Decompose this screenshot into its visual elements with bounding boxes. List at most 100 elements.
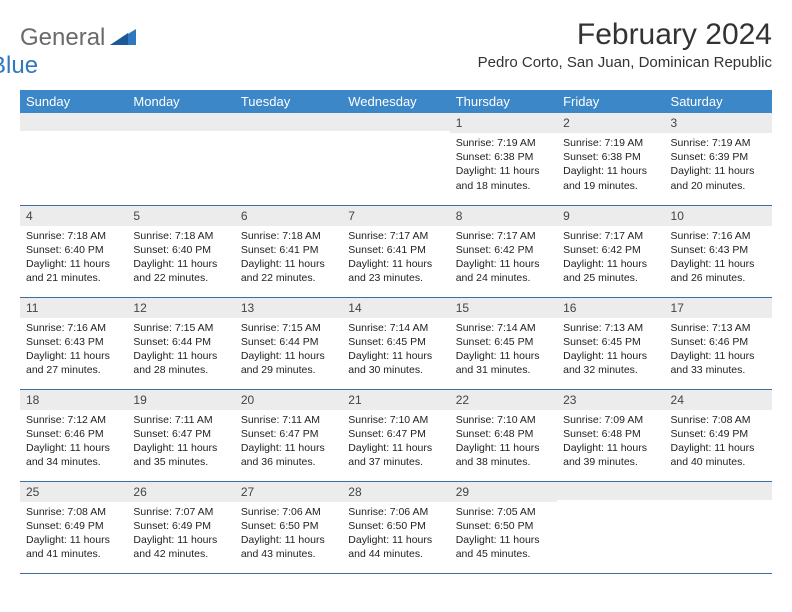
- daylight-line: Daylight: 11 hours and 43 minutes.: [241, 534, 325, 560]
- sunrise-line: Sunrise: 7:17 AM: [563, 230, 643, 242]
- sunset-line: Sunset: 6:42 PM: [456, 244, 534, 256]
- day-content: Sunrise: 7:07 AMSunset: 6:49 PMDaylight:…: [127, 502, 234, 567]
- daylight-line: Daylight: 11 hours and 38 minutes.: [456, 442, 540, 468]
- day-number: 12: [127, 298, 234, 318]
- calendar-day-cell: 9Sunrise: 7:17 AMSunset: 6:42 PMDaylight…: [557, 205, 664, 297]
- calendar-day-cell: 21Sunrise: 7:10 AMSunset: 6:47 PMDayligh…: [342, 389, 449, 481]
- sunset-line: Sunset: 6:45 PM: [563, 336, 641, 348]
- daylight-line: Daylight: 11 hours and 44 minutes.: [348, 534, 432, 560]
- calendar-day-cell: 19Sunrise: 7:11 AMSunset: 6:47 PMDayligh…: [127, 389, 234, 481]
- day-content: Sunrise: 7:15 AMSunset: 6:44 PMDaylight:…: [235, 318, 342, 383]
- calendar-day-cell: 23Sunrise: 7:09 AMSunset: 6:48 PMDayligh…: [557, 389, 664, 481]
- day-content: [127, 131, 234, 139]
- sunrise-line: Sunrise: 7:15 AM: [241, 322, 321, 334]
- calendar-empty-cell: [127, 113, 234, 205]
- sunset-line: Sunset: 6:47 PM: [348, 428, 426, 440]
- header: General Blue February 2024 Pedro Corto, …: [20, 18, 772, 80]
- daylight-line: Daylight: 11 hours and 37 minutes.: [348, 442, 432, 468]
- day-number: 6: [235, 206, 342, 226]
- day-number: 7: [342, 206, 449, 226]
- daylight-line: Daylight: 11 hours and 21 minutes.: [26, 258, 110, 284]
- calendar-day-cell: 11Sunrise: 7:16 AMSunset: 6:43 PMDayligh…: [20, 297, 127, 389]
- calendar-empty-cell: [342, 113, 449, 205]
- day-content: Sunrise: 7:08 AM Sunset: 6:49 PM Daylight:…: [20, 502, 127, 567]
- day-content: Sunrise: 7:16 AMSunset: 6:43 PMDaylight:…: [665, 226, 772, 291]
- sunrise-line: Sunrise: 7:16 AM: [26, 322, 106, 334]
- sunrise-line: Sunrise: 7:18 AM: [241, 230, 321, 242]
- sunrise-line: Sunrise: 7:14 AM: [348, 322, 428, 334]
- calendar-day-cell: 7Sunrise: 7:17 AMSunset: 6:41 PMDaylight…: [342, 205, 449, 297]
- sunrise-line: Sunrise: 7:10 AM: [456, 414, 536, 426]
- day-content: Sunrise: 7:05 AMSunset: 6:50 PMDaylight:…: [450, 502, 557, 567]
- calendar-day-cell: 10Sunrise: 7:16 AMSunset: 6:43 PMDayligh…: [665, 205, 772, 297]
- sunset-line: Sunset: 6:49 PM: [671, 428, 749, 440]
- calendar-day-cell: 2Sunrise: 7:19 AMSunset: 6:38 PMDaylight…: [557, 113, 664, 205]
- day-number: [557, 482, 664, 500]
- sunset-line: Sunset: 6:43 PM: [26, 336, 104, 348]
- day-content: Sunrise: 7:19 AMSunset: 6:38 PMDaylight:…: [450, 133, 557, 198]
- calendar-table: SundayMondayTuesdayWednesdayThursdayFrid…: [20, 90, 772, 574]
- day-content: Sunrise: 7:11 AMSunset: 6:47 PMDaylight:…: [127, 410, 234, 475]
- day-number: 22: [450, 390, 557, 410]
- calendar-day-cell: 20Sunrise: 7:11 AMSunset: 6:47 PMDayligh…: [235, 389, 342, 481]
- daylight-line: Daylight: 11 hours and 39 minutes.: [563, 442, 647, 468]
- sunrise-line: Sunrise: 7:14 AM: [456, 322, 536, 334]
- day-content: Sunrise: 7:06 AMSunset: 6:50 PMDaylight:…: [342, 502, 449, 567]
- calendar-day-cell: 16Sunrise: 7:13 AMSunset: 6:45 PMDayligh…: [557, 297, 664, 389]
- day-number: 29: [450, 482, 557, 502]
- day-content: Sunrise: 7:06 AMSunset: 6:50 PMDaylight:…: [235, 502, 342, 567]
- calendar-day-cell: 12Sunrise: 7:15 AMSunset: 6:44 PMDayligh…: [127, 297, 234, 389]
- sunrise-line: Sunrise: 7:08 AM: [26, 506, 106, 518]
- day-content: Sunrise: 7:18 AMSunset: 6:40 PMDaylight:…: [127, 226, 234, 291]
- weekday-header: Sunday: [20, 90, 127, 113]
- title-block: February 2024 Pedro Corto, San Juan, Dom…: [478, 18, 772, 71]
- calendar-empty-cell: [665, 481, 772, 573]
- day-content: Sunrise: 7:16 AMSunset: 6:43 PMDaylight:…: [20, 318, 127, 383]
- sunrise-line: Sunrise: 7:19 AM: [456, 137, 536, 149]
- day-number: 19: [127, 390, 234, 410]
- day-number: 18: [20, 390, 127, 410]
- sunset-line: Sunset: 6:42 PM: [563, 244, 641, 256]
- sunset-line: Sunset: 6:38 PM: [563, 151, 641, 163]
- sunset-line: Sunset: 6:38 PM: [456, 151, 534, 163]
- day-content: Sunrise: 7:14 AMSunset: 6:45 PMDaylight:…: [450, 318, 557, 383]
- daylight-line: Daylight: 11 hours and 28 minutes.: [133, 350, 217, 376]
- sunset-line: Sunset: 6:50 PM: [348, 520, 426, 532]
- sunset-line: Sunset: 6:47 PM: [241, 428, 319, 440]
- weekday-header: Monday: [127, 90, 234, 113]
- sunrise-line: Sunrise: 7:18 AM: [26, 230, 106, 242]
- day-number: 28: [342, 482, 449, 502]
- daylight-line: Daylight: 11 hours and 19 minutes.: [563, 165, 647, 191]
- daylight-line: Daylight: 11 hours and 41 minutes.: [26, 534, 110, 560]
- day-number: 15: [450, 298, 557, 318]
- day-number: [20, 113, 127, 131]
- day-number: 8: [450, 206, 557, 226]
- day-content: Sunrise: 7:17 AMSunset: 6:42 PMDaylight:…: [557, 226, 664, 291]
- sunset-line: Sunset: 6:49 PM: [26, 520, 104, 532]
- daylight-line: Daylight: 11 hours and 29 minutes.: [241, 350, 325, 376]
- daylight-line: Daylight: 11 hours and 30 minutes.: [348, 350, 432, 376]
- calendar-day-cell: 8Sunrise: 7:17 AMSunset: 6:42 PMDaylight…: [450, 205, 557, 297]
- sunset-line: Sunset: 6:40 PM: [133, 244, 211, 256]
- sunset-line: Sunset: 6:50 PM: [241, 520, 319, 532]
- day-number: 11: [20, 298, 127, 318]
- daylight-line: Daylight: 11 hours and 20 minutes.: [671, 165, 755, 191]
- day-number: [235, 113, 342, 131]
- calendar-week-row: 4Sunrise: 7:18 AMSunset: 6:40 PMDaylight…: [20, 205, 772, 297]
- day-content: Sunrise: 7:10 AMSunset: 6:48 PMDaylight:…: [450, 410, 557, 475]
- day-number: 27: [235, 482, 342, 502]
- calendar-day-cell: 3Sunrise: 7:19 AMSunset: 6:39 PMDaylight…: [665, 113, 772, 205]
- sunset-line: Sunset: 6:46 PM: [26, 428, 104, 440]
- day-number: [665, 482, 772, 500]
- calendar-day-cell: 17Sunrise: 7:13 AMSunset: 6:46 PMDayligh…: [665, 297, 772, 389]
- day-content: Sunrise: 7:09 AMSunset: 6:48 PMDaylight:…: [557, 410, 664, 475]
- day-number: 24: [665, 390, 772, 410]
- day-number: 26: [127, 482, 234, 502]
- day-number: 20: [235, 390, 342, 410]
- sunset-line: Sunset: 6:47 PM: [133, 428, 211, 440]
- day-content: [235, 131, 342, 139]
- day-content: [20, 131, 127, 139]
- calendar-day-cell: 5Sunrise: 7:18 AMSunset: 6:40 PMDaylight…: [127, 205, 234, 297]
- sunset-line: Sunset: 6:48 PM: [563, 428, 641, 440]
- day-number: [342, 113, 449, 131]
